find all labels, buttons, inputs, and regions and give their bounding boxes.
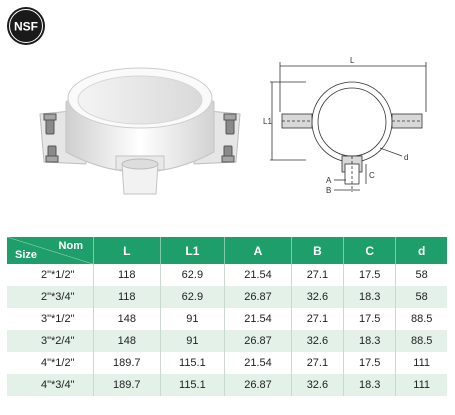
cell-C: 18.3 (343, 286, 397, 308)
table-row: 4"*1/2" 189.7 115.1 21.54 27.1 17.5 111 (7, 352, 447, 374)
product-photo (39, 67, 241, 195)
cell-B: 27.1 (291, 264, 345, 286)
dim-label-L: L (350, 56, 355, 65)
table-row: 4"*3/4" 189.7 115.1 26.87 32.6 18.3 111 (7, 374, 447, 396)
dim-label-A: A (326, 176, 332, 185)
cell-B: 32.6 (291, 286, 345, 308)
cell-L1: 115.1 (160, 374, 226, 396)
cell-L1: 91 (160, 308, 226, 330)
cell-A: 26.87 (224, 286, 292, 308)
col-header-L1: L1 (160, 237, 226, 264)
cell-L: 189.7 (93, 374, 161, 396)
col-header-d: d (395, 237, 447, 264)
col-header-A: A (224, 237, 292, 264)
table-row: 2"*1/2" 118 62.9 21.54 27.1 17.5 58 (7, 264, 447, 286)
dim-label-d: d (404, 153, 408, 162)
cell-size: 4"*1/2" (7, 352, 94, 374)
cell-A: 26.87 (224, 374, 292, 396)
spec-table: Nom Size L L1 A B C d 2"*1/2" 118 62.9 2… (7, 237, 447, 396)
technical-drawing: L L1 A B C d (263, 56, 427, 195)
cell-B: 27.1 (291, 308, 345, 330)
cell-size: 3"*1/2" (7, 308, 94, 330)
cell-L1: 91 (160, 330, 226, 352)
cell-C: 17.5 (343, 308, 397, 330)
cell-L1: 115.1 (160, 352, 226, 374)
cell-L: 148 (93, 330, 161, 352)
cell-d: 111 (395, 374, 447, 396)
cell-L: 118 (93, 286, 161, 308)
nsf-logo-text: NSF (14, 20, 38, 34)
cell-size: 2"*1/2" (7, 264, 94, 286)
corner-header: Nom Size (7, 237, 94, 264)
cell-L: 148 (93, 308, 161, 330)
col-header-C: C (343, 237, 397, 264)
cell-size: 2"*3/4" (7, 286, 94, 308)
cell-C: 18.3 (343, 330, 397, 352)
dim-label-B: B (326, 186, 331, 195)
cell-L1: 62.9 (160, 286, 226, 308)
cell-L: 118 (93, 264, 161, 286)
cell-d: 58 (395, 264, 447, 286)
cell-L: 189.7 (93, 352, 161, 374)
cell-d: 111 (395, 352, 447, 374)
cell-size: 4"*3/4" (7, 374, 94, 396)
corner-size-label: Size (15, 249, 38, 261)
cell-B: 32.6 (291, 330, 345, 352)
cell-d: 88.5 (395, 308, 447, 330)
col-header-B: B (291, 237, 345, 264)
dim-label-C: C (369, 171, 375, 180)
cell-B: 32.6 (291, 374, 345, 396)
cell-A: 21.54 (224, 308, 292, 330)
dim-label-L1: L1 (263, 117, 272, 126)
cell-B: 27.1 (291, 352, 345, 374)
cell-A: 26.87 (224, 330, 292, 352)
corner-nom-label: Nom (58, 240, 83, 252)
cell-C: 17.5 (343, 352, 397, 374)
cell-d: 88.5 (395, 330, 447, 352)
table-row: 2"*3/4" 118 62.9 26.87 32.6 18.3 58 (7, 286, 447, 308)
table-row: 3"*2/4" 148 91 26.87 32.6 18.3 88.5 (7, 330, 447, 352)
table-header-row: Nom Size L L1 A B C d (7, 237, 447, 264)
cell-A: 21.54 (224, 352, 292, 374)
cell-L1: 62.9 (160, 264, 226, 286)
cell-C: 18.3 (343, 374, 397, 396)
nsf-logo: NSF (7, 7, 45, 45)
cell-C: 17.5 (343, 264, 397, 286)
cell-size: 3"*2/4" (7, 330, 94, 352)
col-header-L: L (93, 237, 161, 264)
table-row: 3"*1/2" 148 91 21.54 27.1 17.5 88.5 (7, 308, 447, 330)
cell-d: 58 (395, 286, 447, 308)
cell-A: 21.54 (224, 264, 292, 286)
